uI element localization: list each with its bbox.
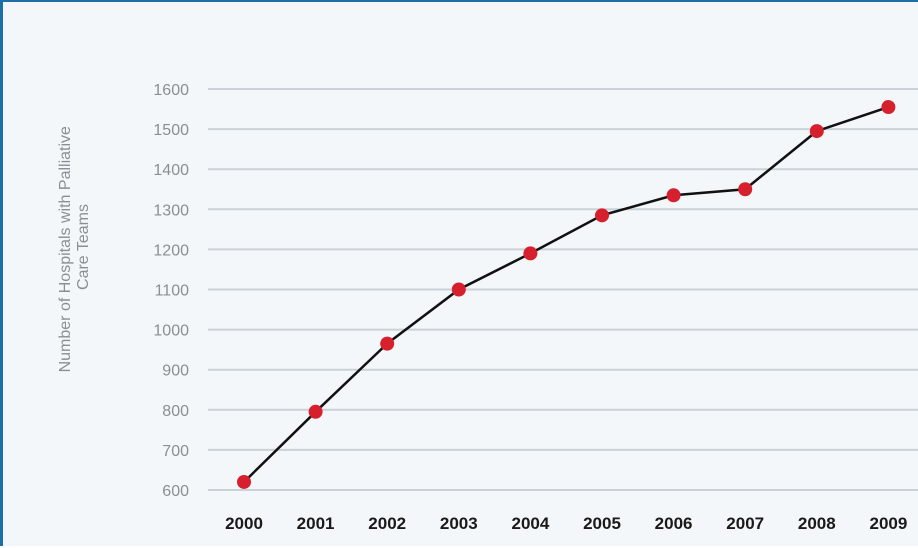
x-tick-label: 2001 bbox=[297, 514, 335, 533]
line-chart: 600 700 800 900 1000 1100 1200 1300 1400 1500 1600… bbox=[57, 82, 918, 533]
series-line bbox=[243, 105, 889, 483]
data-point bbox=[523, 246, 538, 261]
y-tick-label: 1400 bbox=[153, 162, 189, 179]
data-point bbox=[595, 208, 609, 223]
y-axis-label: Number of Hospitals with Palliative Care… bbox=[57, 122, 92, 373]
y-axis-label-line-2: Care Teams bbox=[75, 204, 92, 290]
y-tick-label: 700 bbox=[162, 443, 189, 460]
y-tick-label: 1500 bbox=[153, 122, 189, 139]
x-tick-label: 2007 bbox=[726, 514, 764, 533]
y-tick-label: 1200 bbox=[153, 242, 189, 259]
x-tick-label: 2004 bbox=[511, 514, 549, 533]
data-points bbox=[237, 100, 896, 489]
y-axis-label-line-1: Number of Hospitals with Palliative bbox=[57, 126, 74, 372]
y-axis-ticks: 600 700 800 900 1000 1100 1200 1300 1400 1500 1600 bbox=[153, 82, 189, 500]
x-tick-label: 2006 bbox=[655, 514, 693, 533]
y-tick-label: 1100 bbox=[155, 283, 190, 300]
y-tick-label: 1000 bbox=[153, 323, 189, 340]
data-point bbox=[308, 404, 323, 419]
data-point bbox=[738, 182, 753, 197]
x-tick-label: 2003 bbox=[440, 514, 478, 533]
data-point bbox=[380, 336, 395, 351]
y-tick-label: 900 bbox=[162, 363, 189, 380]
y-tick-label: 1600 bbox=[153, 82, 189, 99]
x-tick-label: 2009 bbox=[869, 514, 907, 533]
x-tick-label: 2000 bbox=[225, 514, 263, 533]
x-tick-label: 2005 bbox=[583, 514, 621, 533]
data-point bbox=[666, 188, 681, 203]
x-axis-ticks: 2000 2001 2002 2003 2004 2005 2006 2007 2008 2009 bbox=[225, 514, 907, 533]
y-tick-label: 800 bbox=[162, 403, 189, 420]
gridlines bbox=[208, 88, 918, 491]
x-tick-label: 2002 bbox=[368, 514, 406, 533]
data-point bbox=[451, 282, 466, 297]
data-point bbox=[237, 474, 251, 489]
y-tick-label: 600 bbox=[162, 483, 189, 500]
x-tick-label: 2008 bbox=[798, 514, 836, 533]
data-point bbox=[809, 124, 824, 139]
y-tick-label: 1300 bbox=[153, 202, 189, 219]
data-point bbox=[881, 100, 896, 115]
